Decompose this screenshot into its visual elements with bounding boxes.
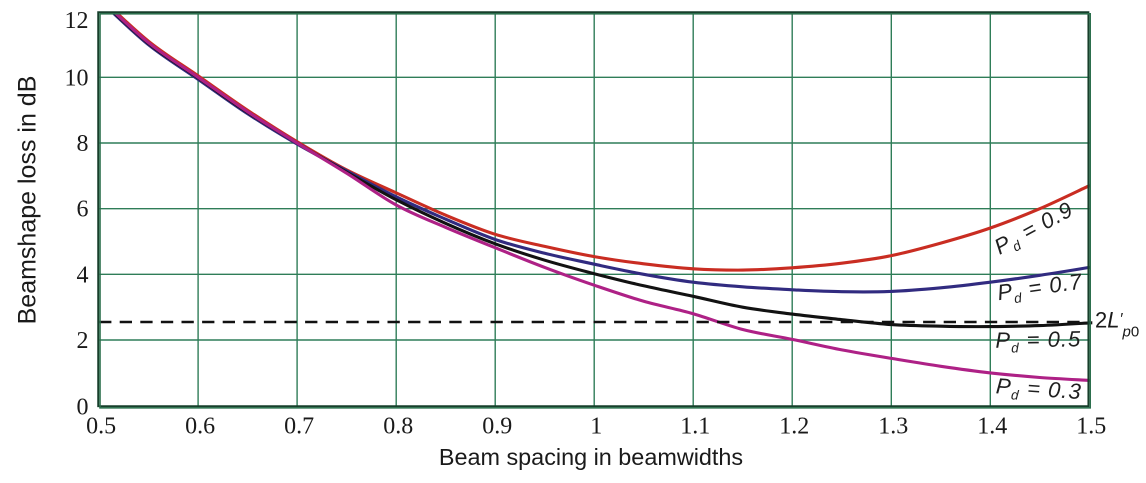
svg-text:1.2: 1.2	[779, 414, 809, 440]
svg-text:0: 0	[77, 395, 89, 421]
svg-text:0.7: 0.7	[284, 414, 314, 440]
svg-text:0.8: 0.8	[383, 414, 413, 440]
svg-text:1.3: 1.3	[878, 414, 908, 440]
svg-text:Beam spacing in beamwidths: Beam spacing in beamwidths	[439, 444, 743, 470]
svg-text:1.5: 1.5	[1076, 414, 1106, 440]
svg-text:10: 10	[65, 65, 89, 91]
svg-text:0.5: 0.5	[86, 414, 116, 440]
svg-text:0.6: 0.6	[185, 414, 215, 440]
svg-text:1.4: 1.4	[977, 414, 1007, 440]
svg-text:2: 2	[77, 328, 89, 354]
svg-text:12: 12	[65, 8, 89, 34]
svg-text:Pd = 0.5: Pd = 0.5	[995, 326, 1081, 355]
svg-text:6: 6	[77, 197, 89, 223]
svg-text:1.1: 1.1	[680, 414, 710, 440]
svg-text:4: 4	[77, 262, 89, 288]
svg-text:8: 8	[77, 131, 89, 157]
svg-text:Beamshape loss in dB: Beamshape loss in dB	[14, 76, 42, 325]
svg-text:0.9: 0.9	[482, 414, 512, 440]
svg-text:1: 1	[590, 414, 602, 440]
